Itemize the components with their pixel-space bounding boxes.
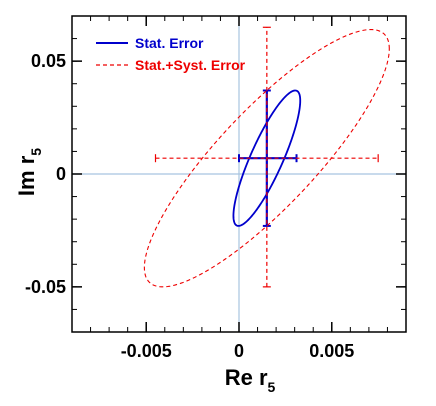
- x-tick-label: 0.005: [309, 341, 354, 361]
- major-ticks: [72, 16, 406, 332]
- legend-label-stat-syst: Stat.+Syst. Error: [135, 57, 246, 73]
- x-tick-label: 0: [234, 341, 244, 361]
- ellipse-1: [143, 28, 390, 288]
- y-axis-title-subscript: 5: [28, 148, 44, 156]
- reference-lines: [72, 16, 406, 332]
- y-tick-label: -0.05: [25, 277, 66, 297]
- x-axis-title-main: Re r: [225, 365, 268, 390]
- ellipse-0: [232, 89, 302, 227]
- legend: Stat. Error Stat.+Syst. Error: [96, 35, 246, 73]
- y-tick-label: 0.05: [31, 51, 66, 71]
- x-axis-title-subscript: 5: [268, 379, 276, 395]
- plot-frame: [71, 15, 407, 333]
- legend-label-stat: Stat. Error: [135, 35, 204, 51]
- tick-labels: -0.005 0 0.005 0.05 0 -0.05: [25, 51, 354, 361]
- y-axis-title: Im r5: [14, 148, 44, 196]
- x-tick-label: -0.005: [121, 341, 172, 361]
- x-axis-title: Re r5: [225, 365, 276, 395]
- series-layer: [143, 26, 390, 288]
- y-tick-label: 0: [56, 164, 66, 184]
- y-axis-title-main: Im r: [14, 155, 39, 196]
- series-1: [143, 26, 390, 288]
